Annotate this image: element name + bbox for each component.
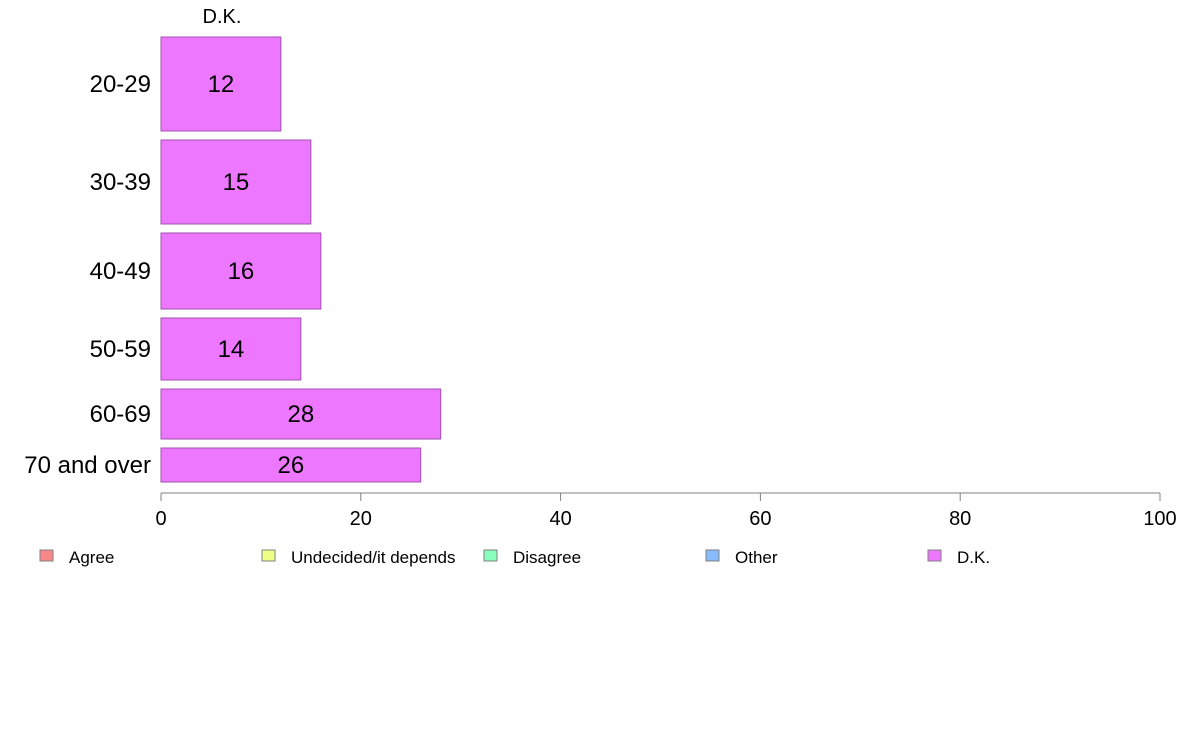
bar [160,232,322,310]
bar [160,139,312,225]
legend-swatch [705,549,720,562]
x-tick-label: 40 [549,508,571,530]
x-tick-label: 20 [350,508,372,530]
value-label: 16 [228,258,255,285]
legend-label: Agree [69,548,114,567]
value-label: 28 [288,401,315,428]
category-label: 30-39 [90,169,151,196]
bar [160,388,442,440]
value-label: 26 [278,452,305,479]
x-axis: 0 20 40 60 80 100 [155,492,1177,530]
legend-label: Undecided/it depends [291,548,455,567]
category-labels: 20-29 30-39 40-49 50-59 60-69 70 and over [24,71,151,479]
bar [160,447,422,483]
x-tick-label: 60 [749,508,771,530]
legend-swatch [483,549,498,562]
legend-swatch [927,549,942,562]
legend-label: D.K. [957,548,990,567]
value-label: 12 [208,71,235,98]
category-label: 60-69 [90,401,151,428]
panel-title: D.K. [203,6,242,28]
legend-label: Disagree [513,548,581,567]
bar [160,317,302,381]
category-label: 40-49 [90,258,151,285]
x-tick-label: 80 [949,508,971,530]
x-tick-label: 0 [155,508,166,530]
category-label: 20-29 [90,71,151,98]
legend-label: Other [735,548,778,567]
value-label: 14 [218,336,245,363]
legend: Agree Undecided/it depends Disagree Other D.… [39,548,990,567]
value-label: 15 [223,169,250,196]
x-tick-label: 100 [1143,508,1176,530]
legend-swatch [39,549,54,562]
legend-swatch [261,549,276,562]
category-label: 70 and over [24,452,151,479]
bar [160,36,282,132]
bars [160,36,442,483]
category-label: 50-59 [90,336,151,363]
value-labels: 12 15 16 14 28 26 [208,71,315,479]
